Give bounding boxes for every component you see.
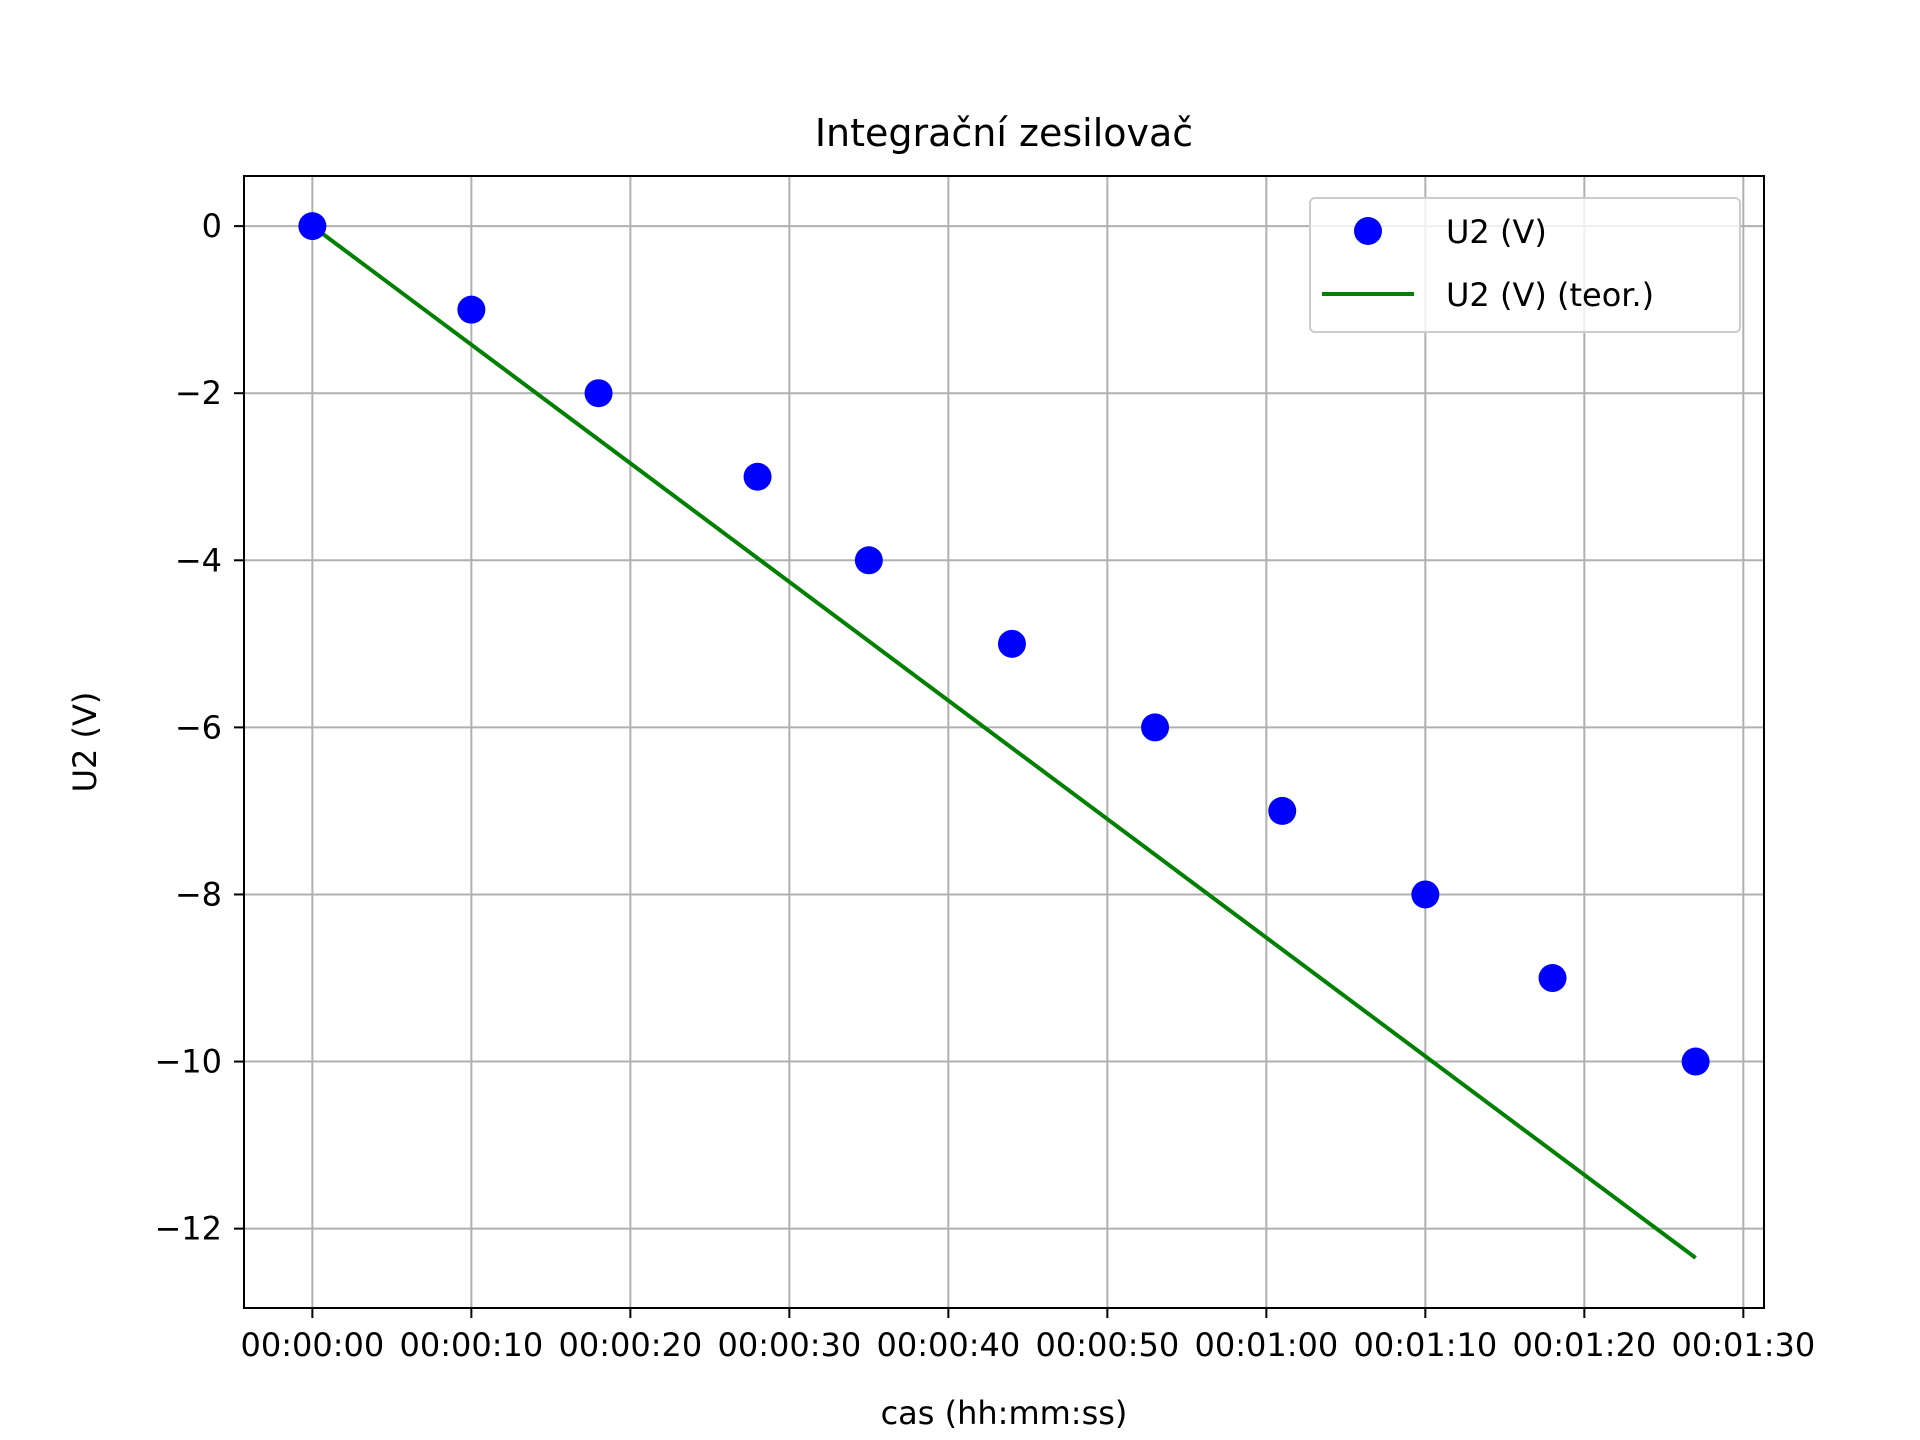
y-tick-label: −8 (175, 875, 222, 913)
x-tick-label: 00:00:00 (241, 1326, 385, 1364)
legend-label-theoretical: U2 (V) (teor.) (1446, 276, 1654, 314)
data-point (1141, 713, 1170, 742)
data-point (854, 546, 883, 575)
data-point (298, 212, 327, 241)
data-point (457, 295, 486, 324)
x-tick-label: 00:01:20 (1512, 1326, 1656, 1364)
x-axis-label: cas (hh:mm:ss) (881, 1394, 1128, 1432)
y-tick-label: −10 (154, 1043, 222, 1081)
y-tick-label: −2 (175, 374, 222, 412)
data-point (1681, 1047, 1710, 1076)
legend-box (1309, 197, 1741, 333)
x-tick-label: 00:01:30 (1671, 1326, 1815, 1364)
legend-label-measured: U2 (V) (1446, 213, 1547, 251)
x-tick-label: 00:00:40 (876, 1326, 1020, 1364)
chart-title: Integrační zesilovač (815, 111, 1193, 155)
x-axis: 00:00:00 00:00:10 00:00:20 00:00:30 00:00:40… (241, 1308, 1815, 1364)
legend: U2 (V) U2 (V) (teor.) (1309, 197, 1741, 333)
y-tick-label: 0 (202, 207, 222, 245)
x-tick-label: 00:00:20 (559, 1326, 703, 1364)
data-point (584, 379, 613, 408)
y-tick-label: −12 (154, 1210, 222, 1248)
data-point (1538, 964, 1567, 993)
data-point (743, 462, 772, 491)
y-axis-label: U2 (V) (66, 692, 104, 793)
data-point (1411, 880, 1440, 909)
y-tick-label: −4 (175, 541, 222, 579)
x-tick-label: 00:01:00 (1194, 1326, 1338, 1364)
plot-frame (243, 175, 1765, 1309)
series-theoretical (311, 224, 1697, 1260)
y-axis: 0 −2 −4 −6 −8 −10 −12 (154, 207, 244, 1248)
legend-marker-measured (1354, 217, 1382, 245)
x-tick-label: 00:00:50 (1035, 1326, 1179, 1364)
x-tick-label: 00:00:30 (717, 1326, 861, 1364)
y-tick-label: −6 (175, 708, 222, 746)
x-tick-label: 00:01:10 (1353, 1326, 1497, 1364)
data-point (1268, 796, 1297, 825)
data-point (997, 629, 1026, 658)
series-measured (298, 212, 1710, 1076)
theoretical-line (311, 224, 1697, 1260)
x-tick-label: 00:00:10 (400, 1326, 544, 1364)
